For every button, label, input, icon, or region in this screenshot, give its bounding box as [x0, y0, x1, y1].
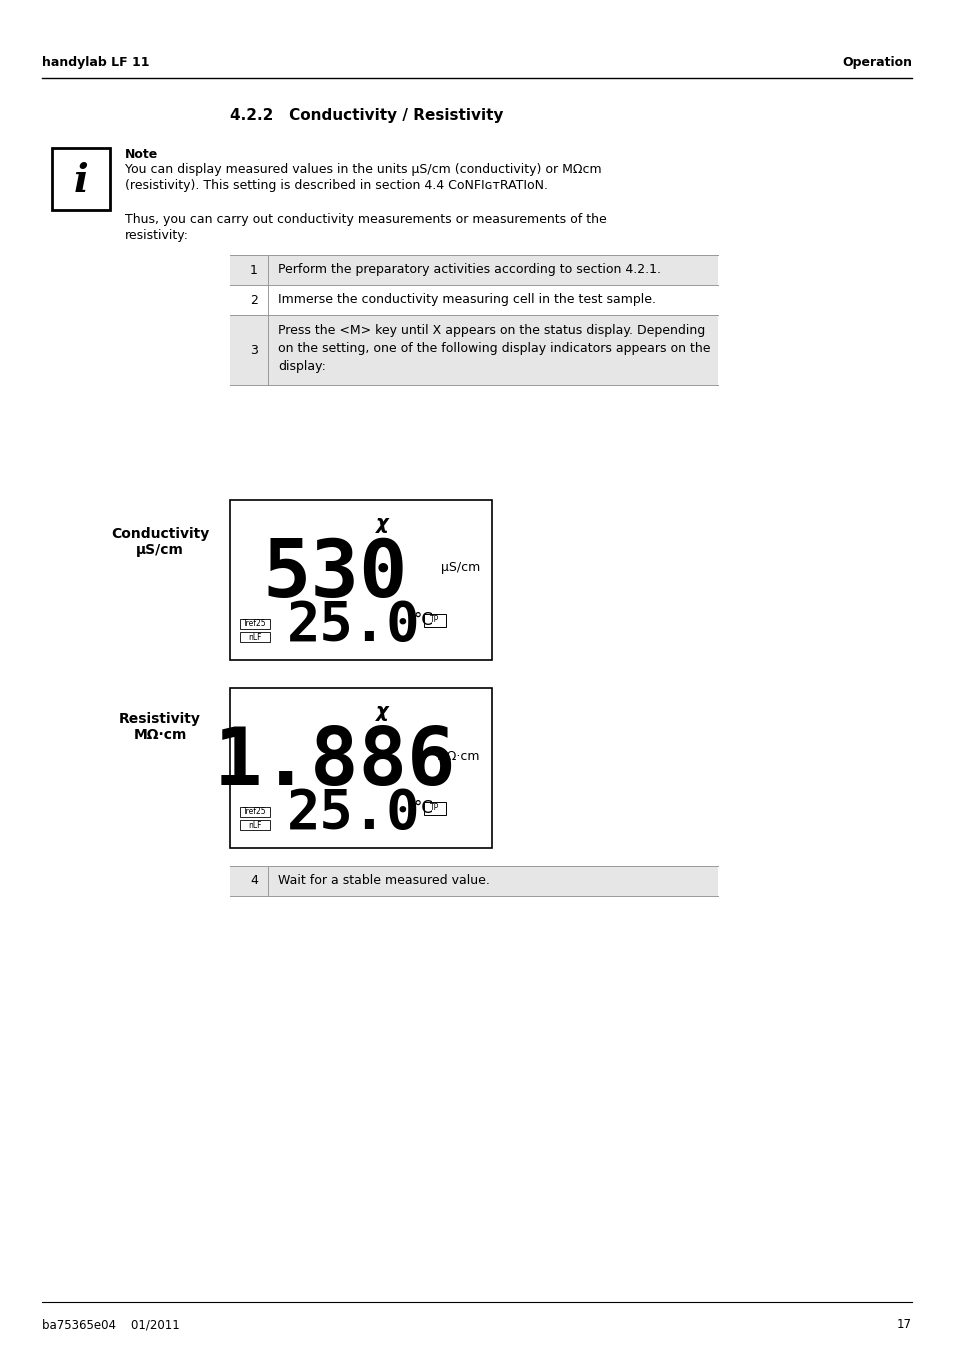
Text: on the setting, one of the following display indicators appears on the: on the setting, one of the following dis…: [277, 342, 710, 355]
Text: resistivity:: resistivity:: [125, 230, 189, 242]
Text: (resistivity). This setting is described in section 4.4 CᴏNFIɢᴛRATIᴏN.: (resistivity). This setting is described…: [125, 178, 547, 192]
Text: i: i: [73, 162, 89, 200]
Text: °C: °C: [413, 611, 433, 630]
Text: nLF: nLF: [248, 820, 261, 830]
Text: TP: TP: [430, 804, 439, 812]
Text: Operation: Operation: [841, 55, 911, 69]
Text: Tref25: Tref25: [243, 620, 267, 628]
Bar: [240, 807, 270, 817]
Text: Tref25: Tref25: [243, 808, 267, 816]
Text: Thus, you can carry out conductivity measurements or measurements of the: Thus, you can carry out conductivity mea…: [125, 213, 606, 226]
Bar: [230, 688, 492, 848]
Text: Perform the preparatory activities according to section 4.2.1.: Perform the preparatory activities accor…: [277, 263, 660, 277]
Text: Resistivity: Resistivity: [119, 712, 201, 725]
Text: 530: 530: [262, 536, 407, 613]
Text: nLF: nLF: [248, 632, 261, 642]
Text: MΩ·cm: MΩ·cm: [436, 750, 479, 762]
Text: handylab LF 11: handylab LF 11: [42, 55, 150, 69]
Text: 25.0: 25.0: [286, 786, 419, 839]
Bar: [230, 315, 718, 385]
Text: χ: χ: [375, 513, 388, 534]
Text: 3: 3: [250, 343, 257, 357]
Bar: [52, 149, 110, 209]
Text: display:: display:: [277, 359, 326, 373]
Text: Note: Note: [125, 149, 158, 161]
Text: 4.2.2   Conductivity / Resistivity: 4.2.2 Conductivity / Resistivity: [230, 108, 503, 123]
Bar: [230, 866, 718, 896]
Text: μS/cm: μS/cm: [440, 562, 479, 574]
Text: °C: °C: [413, 798, 433, 817]
Text: Wait for a stable measured value.: Wait for a stable measured value.: [277, 874, 489, 888]
Text: Press the <M> key until X appears on the status display. Depending: Press the <M> key until X appears on the…: [277, 324, 704, 336]
Text: 25.0: 25.0: [286, 598, 419, 651]
Bar: [230, 500, 492, 661]
Text: μS/cm: μS/cm: [136, 543, 184, 557]
Bar: [240, 632, 270, 642]
Text: TP: TP: [430, 616, 439, 624]
Text: χ: χ: [375, 703, 388, 721]
Text: 17: 17: [896, 1319, 911, 1331]
Text: 1.886: 1.886: [213, 724, 456, 802]
Bar: [423, 802, 445, 815]
Text: 2: 2: [250, 293, 257, 307]
Text: 1: 1: [250, 263, 257, 277]
Text: You can display measured values in the units μS/cm (conductivity) or MΩcm: You can display measured values in the u…: [125, 163, 601, 176]
Text: Conductivity: Conductivity: [111, 527, 209, 540]
Text: 4: 4: [250, 874, 257, 888]
Bar: [230, 255, 718, 285]
Bar: [240, 820, 270, 830]
Text: ba75365e04    01/2011: ba75365e04 01/2011: [42, 1319, 179, 1331]
Text: Immerse the conductivity measuring cell in the test sample.: Immerse the conductivity measuring cell …: [277, 293, 656, 307]
Bar: [423, 613, 445, 627]
Bar: [240, 619, 270, 630]
Text: MΩ·cm: MΩ·cm: [133, 728, 187, 742]
